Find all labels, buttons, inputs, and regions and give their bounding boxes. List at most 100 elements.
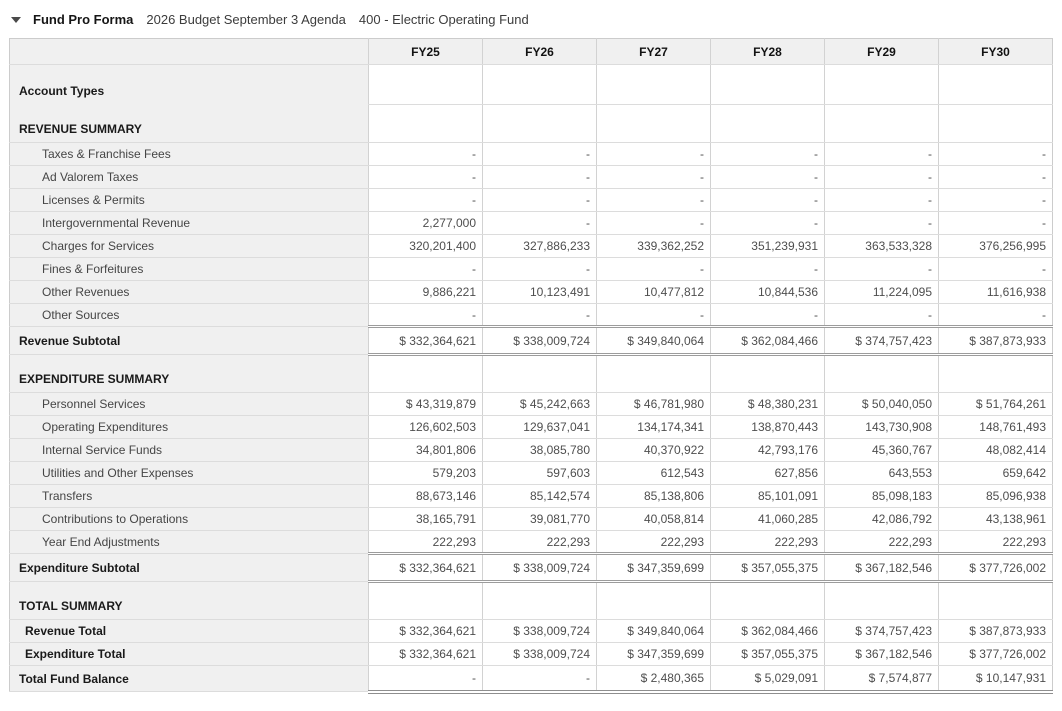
row-label: Revenue Total [9,619,369,643]
collapse-caret-icon[interactable] [10,14,22,26]
table-row: Licenses & Permits - - - - - - [9,188,1053,212]
cell-value: 659,642 [938,461,1053,485]
column-header-fy29: FY29 [824,38,939,65]
cell-value: 85,138,806 [596,484,711,508]
cell-value: $ 367,182,546 [824,642,939,666]
cell-value: $ 362,084,466 [710,325,825,356]
row-label: Expenditure Subtotal [9,553,369,582]
cell-value [368,354,483,393]
row-label: Operating Expenditures [9,415,369,439]
cell-value: 134,174,341 [596,415,711,439]
row-label: Year End Adjustments [9,530,369,554]
cell-value: - [710,165,825,189]
table-row: Transfers 88,673,146 85,142,574 85,138,806 8… [9,484,1053,508]
cell-value: 43,138,961 [938,507,1053,531]
cell-value: $ 374,757,423 [824,325,939,356]
cell-value: - [368,165,483,189]
cell-value: - [482,165,597,189]
cell-value: $ 347,359,699 [596,552,711,583]
cell-value [482,104,597,143]
cell-value: - [938,142,1053,166]
cell-value: - [938,211,1053,235]
cell-value: 643,553 [824,461,939,485]
cell-value: 85,142,574 [482,484,597,508]
table-row: Other Revenues 9,886,221 10,123,491 10,477,… [9,280,1053,304]
cell-value [596,104,711,143]
cell-value: - [368,303,483,327]
cell-value: - [596,257,711,281]
cell-value: 45,360,767 [824,438,939,462]
cell-value: $ 377,726,002 [938,642,1053,666]
row-label: Utilities and Other Expenses [9,461,369,485]
cell-value: $ 5,029,091 [710,665,825,694]
table-row: Fines & Forfeitures - - - - - - [9,257,1053,281]
column-header-fy25: FY25 [368,38,483,65]
cell-value: $ 349,840,064 [596,325,711,356]
cell-value: - [710,257,825,281]
cell-value: 222,293 [482,530,597,554]
cell-value: - [710,303,825,327]
table-body: Account Types REVENUE SUMMARY Taxes & Fran… [9,64,1053,694]
cell-value: 40,370,922 [596,438,711,462]
cell-value: $ 387,873,933 [938,325,1053,356]
table-row: Total Fund Balance - - $ 2,480,365 $ 5,029,0… [9,665,1053,694]
cell-value: 10,123,491 [482,280,597,304]
row-label: Taxes & Franchise Fees [9,142,369,166]
cell-value: - [368,257,483,281]
table-row: REVENUE SUMMARY [9,104,1053,143]
row-label: Other Revenues [9,280,369,304]
table-row: Ad Valorem Taxes - - - - - - [9,165,1053,189]
cell-value: - [596,303,711,327]
cell-value: - [482,142,597,166]
cell-value: - [938,165,1053,189]
cell-value: - [482,211,597,235]
cell-value: 2,277,000 [368,211,483,235]
cell-value: 222,293 [368,530,483,554]
cell-value [938,354,1053,393]
cell-value: $ 332,364,621 [368,552,483,583]
column-header-fy30: FY30 [938,38,1053,65]
cell-value: 85,096,938 [938,484,1053,508]
cell-value: $ 332,364,621 [368,642,483,666]
cell-value [482,354,597,393]
budget-name: 2026 Budget September 3 Agenda [146,12,346,27]
cell-value: - [596,188,711,212]
cell-value: 376,256,995 [938,234,1053,258]
cell-value: - [596,142,711,166]
cell-value [824,64,939,105]
table-row: Expenditure Total $ 332,364,621 $ 338,009,… [9,642,1053,666]
cell-value: - [824,257,939,281]
cell-value: 320,201,400 [368,234,483,258]
row-label: Expenditure Total [9,642,369,666]
cell-value: - [482,303,597,327]
cell-value: $ 2,480,365 [596,665,711,694]
cell-value [938,104,1053,143]
cell-value: $ 50,040,050 [824,392,939,416]
table-row: Contributions to Operations 38,165,791 39,… [9,507,1053,531]
cell-value: 222,293 [938,530,1053,554]
cell-value: 48,082,414 [938,438,1053,462]
table-row: Charges for Services 320,201,400 327,886,2… [9,234,1053,258]
cell-value: 143,730,908 [824,415,939,439]
cell-value [710,64,825,105]
cell-value [596,581,711,620]
cell-value: $ 374,757,423 [824,619,939,643]
cell-value [482,581,597,620]
row-label: Personnel Services [9,392,369,416]
cell-value: - [824,142,939,166]
cell-value: 327,886,233 [482,234,597,258]
column-header-row: FY25 FY26 FY27 FY28 FY29 FY30 [9,38,1053,65]
table-row: Personnel Services $ 43,319,879 $ 45,242,6… [9,392,1053,416]
cell-value: $ 332,364,621 [368,325,483,356]
table-row: Utilities and Other Expenses 579,203 597,6… [9,461,1053,485]
cell-value [710,104,825,143]
cell-value: 126,602,503 [368,415,483,439]
fund-name: 400 - Electric Operating Fund [358,12,529,27]
cell-value: 10,844,536 [710,280,825,304]
cell-value: $ 338,009,724 [482,642,597,666]
cell-value: 88,673,146 [368,484,483,508]
cell-value: $ 338,009,724 [482,619,597,643]
cell-value: 41,060,285 [710,507,825,531]
table-row: Account Types [9,64,1053,105]
row-label: Total Fund Balance [9,665,369,692]
